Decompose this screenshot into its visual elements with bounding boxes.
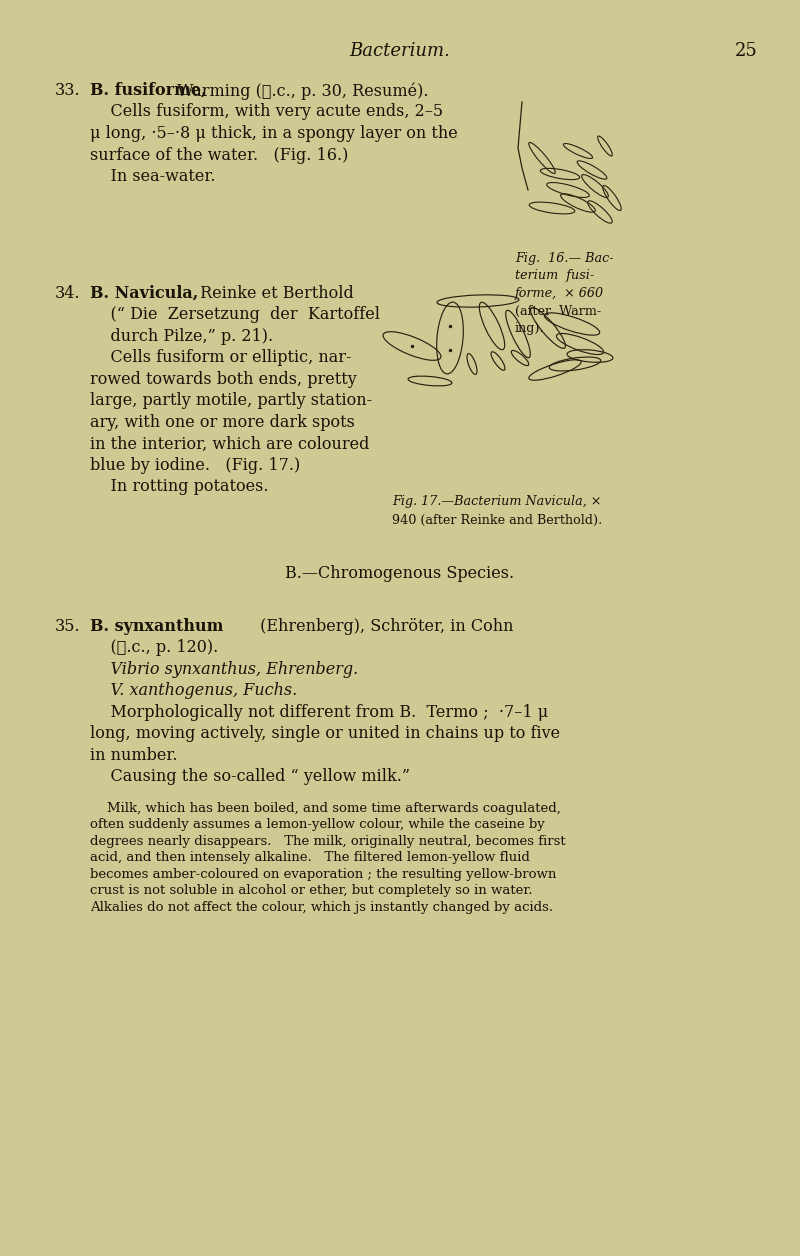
Text: 35.: 35. — [55, 618, 81, 636]
Text: B. fusiforme,: B. fusiforme, — [90, 82, 206, 99]
Text: large, partly motile, partly station-: large, partly motile, partly station- — [90, 392, 372, 409]
Text: ing).: ing). — [515, 322, 545, 335]
Text: crust is not soluble in alcohol or ether, but completely so in water.: crust is not soluble in alcohol or ether… — [90, 884, 533, 898]
Text: Reinke et Berthold: Reinke et Berthold — [195, 285, 354, 301]
Text: (“ Die  Zersetzung  der  Kartoffel: (“ Die Zersetzung der Kartoffel — [90, 306, 380, 324]
Text: durch Pilze,” p. 21).: durch Pilze,” p. 21). — [90, 328, 273, 345]
Text: degrees nearly disappears.   The milk, originally neutral, becomes first: degrees nearly disappears. The milk, ori… — [90, 835, 566, 848]
Text: B. synxanthum: B. synxanthum — [90, 618, 223, 636]
Text: Fig.  16.— Bac-: Fig. 16.— Bac- — [515, 252, 614, 265]
Text: μ long, ·5–·8 μ thick, in a spongy layer on the: μ long, ·5–·8 μ thick, in a spongy layer… — [90, 126, 458, 142]
Text: 34.: 34. — [55, 285, 81, 301]
Text: in number.: in number. — [90, 747, 178, 764]
Text: becomes amber-coloured on evaporation ; the resulting yellow-brown: becomes amber-coloured on evaporation ; … — [90, 868, 556, 880]
Text: V. xanthogenus, Fuchs.: V. xanthogenus, Fuchs. — [90, 682, 298, 700]
Text: Milk, which has been boiled, and some time afterwards coagulated,: Milk, which has been boiled, and some ti… — [90, 803, 561, 815]
Text: often suddenly assumes a lemon-yellow colour, while the caseine by: often suddenly assumes a lemon-yellow co… — [90, 819, 545, 831]
Text: rowed towards both ends, pretty: rowed towards both ends, pretty — [90, 371, 357, 388]
Text: (ℓ.с., p. 120).: (ℓ.с., p. 120). — [90, 639, 218, 657]
Text: ary, with one or more dark spots: ary, with one or more dark spots — [90, 414, 355, 431]
Text: Cells fusiform, with very acute ends, 2–5: Cells fusiform, with very acute ends, 2–… — [90, 103, 443, 121]
Text: B. Navicula,: B. Navicula, — [90, 285, 198, 301]
Text: Warming (ℓ.с., p. 30, Resumé).: Warming (ℓ.с., p. 30, Resumé). — [172, 82, 429, 99]
Text: B.—Chromogenous Species.: B.—Chromogenous Species. — [286, 565, 514, 582]
Text: Morphologically not different from B.  Termo ;  ·7–1 μ: Morphologically not different from B. Te… — [90, 705, 548, 721]
Text: Vibrio synxanthus, Ehrenberg.: Vibrio synxanthus, Ehrenberg. — [90, 661, 358, 678]
Text: blue by iodine.   (Fig. 17.): blue by iodine. (Fig. 17.) — [90, 457, 300, 474]
Text: long, moving actively, single or united in chains up to five: long, moving actively, single or united … — [90, 726, 560, 742]
Text: In rotting potatoes.: In rotting potatoes. — [90, 479, 269, 496]
Text: In sea-water.: In sea-water. — [90, 168, 215, 185]
Text: Alkalies do not affect the colour, which js instantly changed by acids.: Alkalies do not affect the colour, which… — [90, 901, 553, 914]
Text: (Ehrenberg), Schröter, in Cohn: (Ehrenberg), Schröter, in Cohn — [255, 618, 514, 636]
Text: Cells fusiform or elliptic, nar-: Cells fusiform or elliptic, nar- — [90, 349, 351, 367]
Text: Causing the so-called “ yellow milk.”: Causing the so-called “ yellow milk.” — [90, 769, 410, 785]
Text: 25: 25 — [735, 41, 758, 60]
Text: 940 (after Reinke and Berthold).: 940 (after Reinke and Berthold). — [392, 514, 602, 526]
Text: acid, and then intensely alkaline.   The filtered lemon-yellow fluid: acid, and then intensely alkaline. The f… — [90, 852, 530, 864]
Text: (after  Warm-: (after Warm- — [515, 304, 601, 318]
Text: in the interior, which are coloured: in the interior, which are coloured — [90, 436, 370, 452]
Text: Fig. 17.—Bacterium Navicula, ×: Fig. 17.—Bacterium Navicula, × — [392, 495, 602, 507]
Text: terium  fusi-: terium fusi- — [515, 270, 594, 283]
Text: forme,  × 660: forme, × 660 — [515, 288, 604, 300]
Text: 33.: 33. — [55, 82, 81, 99]
Text: Bacterium.: Bacterium. — [350, 41, 450, 60]
Text: surface of the water.   (Fig. 16.): surface of the water. (Fig. 16.) — [90, 147, 348, 163]
